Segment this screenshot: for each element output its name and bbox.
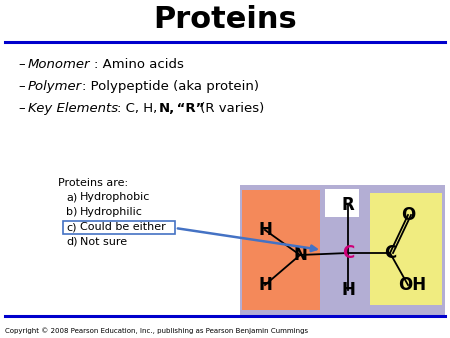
Text: H: H [258,276,272,294]
Text: N,: N, [159,102,175,115]
Text: Copyright © 2008 Pearson Education, Inc., publishing as Pearson Benjamin Cumming: Copyright © 2008 Pearson Education, Inc.… [5,327,308,334]
Text: H: H [341,281,355,299]
Text: –: – [18,80,25,93]
Text: Proteins: Proteins [153,5,297,34]
Text: Polymer: Polymer [28,80,82,93]
Bar [240,185,445,315]
Bar [242,190,320,310]
Text: C: C [384,244,396,262]
Text: H: H [258,221,272,239]
Text: d): d) [66,237,77,247]
Text: –: – [18,102,25,115]
Text: : C, H,: : C, H, [117,102,162,115]
Text: (R varies): (R varies) [196,102,264,115]
Text: OH: OH [398,276,426,294]
Text: : Amino acids: : Amino acids [94,58,184,71]
Text: Proteins are:: Proteins are: [58,178,128,188]
Text: N: N [293,246,307,264]
Text: O: O [401,206,415,224]
Text: Not sure: Not sure [80,237,127,247]
Text: : Polypeptide (aka protein): : Polypeptide (aka protein) [82,80,259,93]
Bar [325,189,359,217]
Text: b): b) [66,207,77,217]
Bar [63,221,175,234]
Text: a): a) [66,192,77,202]
Text: Key Elements: Key Elements [28,102,118,115]
Text: Hydrophilic: Hydrophilic [80,207,143,217]
Text: “R”: “R” [172,102,204,115]
Bar [370,193,442,305]
Text: Monomer: Monomer [28,58,90,71]
Text: Hydrophobic: Hydrophobic [80,192,150,202]
Text: C: C [342,244,354,262]
Text: c): c) [66,222,76,232]
Text: –: – [18,58,25,71]
Text: Could be either: Could be either [80,222,166,232]
Text: R: R [342,196,355,214]
